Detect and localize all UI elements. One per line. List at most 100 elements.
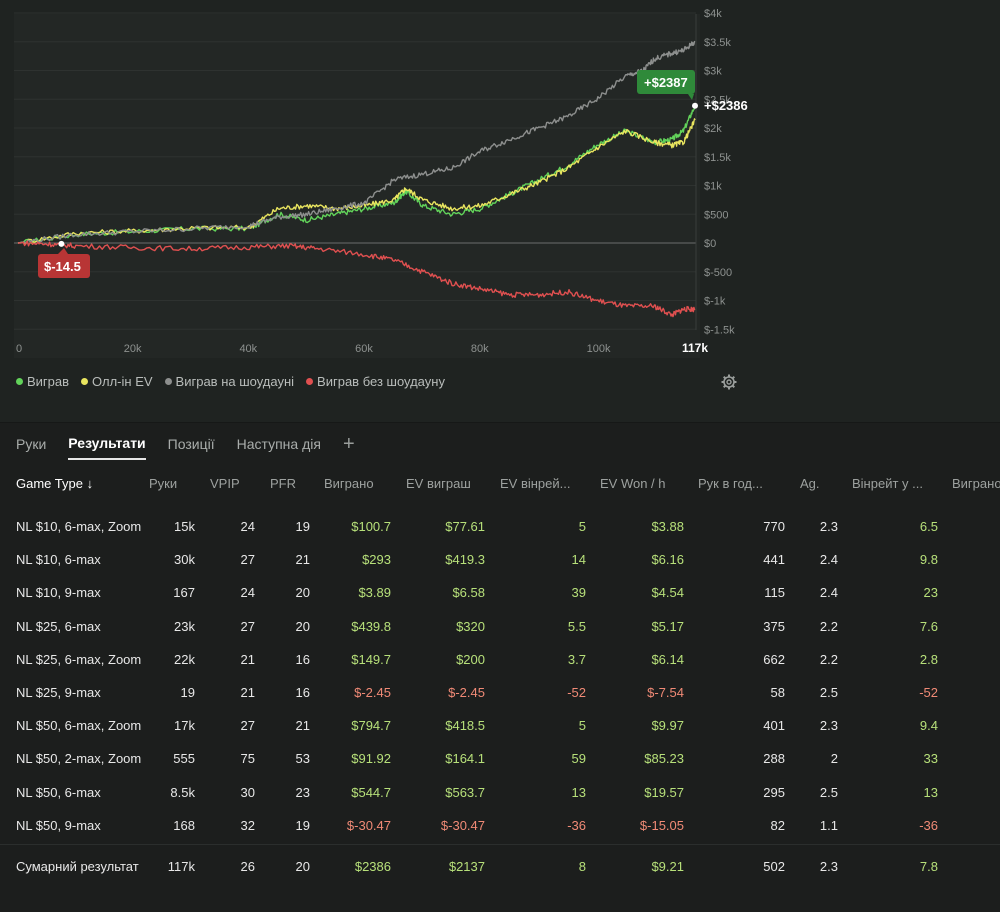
table-cell: 14	[571, 552, 586, 568]
tab-0[interactable]: Руки	[16, 436, 47, 452]
column-header[interactable]: PFR	[270, 476, 296, 491]
table-cell: $-2.45	[354, 685, 391, 700]
table-cell: -52	[919, 685, 938, 700]
table-cell: 21	[295, 718, 310, 734]
y-tick-label: $-1.5k	[704, 324, 735, 336]
table-cell: 8.5k	[170, 784, 195, 800]
table-cell: 1.1	[819, 817, 838, 833]
table-cell: $19.57	[644, 784, 684, 800]
column-header[interactable]: Руки	[149, 476, 178, 491]
table-cell: 8	[578, 859, 586, 874]
table-cell: $77.61	[445, 519, 485, 534]
x-tick-label: 60k	[355, 343, 373, 355]
column-header[interactable]: Game Type ↓	[16, 476, 94, 491]
table-cell: 75	[240, 751, 255, 767]
table-row[interactable]: NL $25, 6-max, Zoom 22k 21 16 $149.7 $200 3.7 $…	[0, 643, 1000, 676]
table-row[interactable]: NL $50, 6-max 8.5k 30 23 $544.7 $563.7 13 $19.5…	[0, 776, 1000, 809]
table-cell: 53	[295, 751, 310, 767]
table-cell: 58	[770, 685, 785, 700]
table-cell: $6.16	[651, 552, 684, 568]
table-cell: 2.5	[819, 784, 838, 800]
tab-3[interactable]: Наступна дія	[236, 436, 321, 452]
column-header[interactable]: Виграно	[952, 476, 1000, 491]
series-end-marker	[692, 102, 698, 109]
table-cell: 13	[923, 784, 938, 800]
total-row[interactable]: Сумарний результат 117k 26 20 $2386 $2137 8 $9.…	[0, 850, 1000, 883]
column-header[interactable]: Вінрейт у ...	[852, 476, 923, 491]
table-cell: $320	[456, 618, 485, 634]
table-row[interactable]: NL $10, 9-max 167 24 20 $3.89 $6.58 39 $4.54 115…	[0, 576, 1000, 609]
column-header[interactable]: Виграно	[324, 476, 374, 491]
table-cell: 2.5	[819, 685, 838, 700]
table-cell: 2.3	[819, 859, 838, 874]
legend-label: Виграв без шоудауну	[317, 374, 445, 389]
table-cell: NL $10, 6-max	[16, 552, 101, 568]
table-cell: 15k	[174, 519, 195, 534]
table-row[interactable]: NL $25, 6-max 23k 27 20 $439.8 $320 5.5 $5.17 37…	[0, 610, 1000, 643]
tab-2[interactable]: Позиції	[167, 436, 215, 452]
table-cell: $4.54	[651, 585, 684, 601]
y-tick-label: $3.5k	[704, 37, 731, 49]
table-row[interactable]: NL $50, 2-max, Zoom 555 75 53 $91.92 $164.1 59…	[0, 742, 1000, 775]
legend-item[interactable]: Виграв	[16, 374, 69, 389]
y-tick-label: $1k	[704, 181, 722, 193]
table-cell: NL $50, 6-max, Zoom	[16, 718, 142, 734]
gear-icon[interactable]	[721, 374, 737, 390]
table-header: Game Type ↓ Руки VPIP PFR Виграно EV виграш EV…	[0, 468, 1000, 502]
section-divider	[0, 422, 1000, 423]
column-header[interactable]: EV вінрей...	[500, 476, 571, 491]
legend-item[interactable]: Виграв без шоудауну	[306, 374, 445, 389]
table-cell: $418.5	[445, 718, 485, 734]
results-panel: Руки Результати Позиції Наступна дія + Game …	[0, 423, 1000, 912]
end-value-label: +$2386	[704, 98, 748, 113]
table-cell: $200	[456, 651, 485, 667]
table-cell: NL $10, 9-max	[16, 585, 101, 601]
table-cell: 3.7	[567, 651, 586, 667]
table-cell: 662	[763, 651, 785, 667]
x-tick-label: 40k	[239, 343, 257, 355]
table-row[interactable]: NL $25, 9-max 19 21 16 $-2.45 $-2.45 -52 $-7.54…	[0, 676, 1000, 709]
x-tick-label: 100k	[587, 343, 611, 355]
table-cell: 441	[763, 552, 785, 568]
legend-label: Виграв на шоудауні	[175, 374, 295, 389]
legend-item[interactable]: Олл-ін EV	[81, 374, 153, 389]
table-cell: 5.5	[567, 618, 586, 634]
column-header[interactable]: EV Won / h	[600, 476, 666, 491]
table-cell: 32	[240, 817, 255, 833]
legend-item[interactable]: Виграв на шоудауні	[164, 374, 295, 389]
table-cell: $2137	[448, 859, 485, 874]
table-cell: 30	[240, 784, 255, 800]
table-cell: 21	[240, 685, 255, 700]
table-cell: NL $50, 2-max, Zoom	[16, 751, 142, 767]
table-cell: 20	[295, 618, 310, 634]
column-header[interactable]: Рук в год...	[698, 476, 763, 491]
table-cell: 5	[578, 718, 586, 734]
results-chart: $4k $3.5k $3k $2.5k $2k $1.5k $1k $500 $0 $-500 $-…	[14, 8, 748, 358]
badge-bottom-label: $-14.5	[44, 259, 81, 274]
table-cell: $563.7	[445, 784, 485, 800]
table-cell: 24	[240, 519, 255, 534]
column-header[interactable]: VPIP	[210, 476, 240, 491]
table-cell: $85.23	[644, 751, 684, 767]
table-cell: 82	[770, 817, 785, 833]
table-cell: 19	[295, 817, 310, 833]
add-tab-icon[interactable]: +	[342, 433, 355, 455]
graph-panel: $4k $3.5k $3k $2.5k $2k $1.5k $1k $500 $0 $-500 $-…	[0, 0, 1000, 422]
table-cell: $-7.54	[647, 685, 684, 700]
table-cell: 295	[763, 784, 785, 800]
table-cell: 21	[295, 552, 310, 568]
tab-1[interactable]: Результати	[68, 435, 146, 460]
table-cell: 9.8	[919, 552, 938, 568]
x-tick-label: 117k	[682, 341, 708, 355]
table-row[interactable]: NL $10, 6-max, Zoom 15k 24 19 $100.7 $77.61 5 $…	[0, 510, 1000, 543]
column-header[interactable]: EV виграш	[406, 476, 471, 491]
table-row[interactable]: NL $50, 6-max, Zoom 17k 27 21 $794.7 $418.5 5 $…	[0, 709, 1000, 742]
table-row[interactable]: NL $50, 9-max 168 32 19 $-30.47 $-30.47 -36 $-1…	[0, 809, 1000, 842]
table-cell: $419.3	[445, 552, 485, 568]
badge-top-label: +$2387	[644, 75, 688, 90]
table-cell: 401	[763, 718, 785, 734]
table-cell: 2.8	[919, 651, 938, 667]
column-header[interactable]: Ag.	[800, 476, 820, 491]
y-tick-label: $0	[704, 238, 716, 250]
table-row[interactable]: NL $10, 6-max 30k 27 21 $293 $419.3 14 $6.16 441…	[0, 543, 1000, 576]
